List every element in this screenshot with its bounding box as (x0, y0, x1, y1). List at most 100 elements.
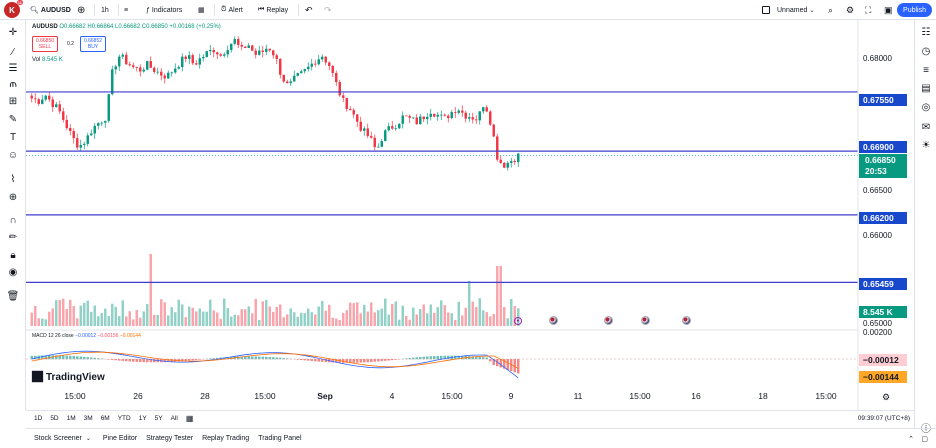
replay-button[interactable]: ⏮︎ Replay (258, 4, 288, 16)
alert-label: Alert (228, 6, 243, 14)
help-icon[interactable]: ⓘ (921, 423, 931, 435)
range-button[interactable]: 1M (66, 415, 76, 422)
sell-label: SELL (38, 44, 52, 50)
settings-gear-icon[interactable]: ⚙ (846, 4, 855, 15)
event-flag-icon[interactable] (604, 316, 613, 325)
lock-icon[interactable]: 🔒︎ (10, 249, 16, 261)
chevron-up-icon[interactable]: ⌃ (908, 435, 914, 443)
range-button[interactable]: 1Y (138, 415, 147, 422)
macd-histogram-bar (261, 356, 264, 360)
eye-visibility-icon[interactable]: ◉ (8, 266, 18, 278)
macd-signal-tag: −0.00012 (859, 354, 907, 366)
indicators-button[interactable]: ƒ Indicators (146, 4, 182, 16)
watchlist-icon[interactable]: ☷ (921, 26, 931, 38)
ideas-bulb-icon[interactable]: ☀ (921, 139, 931, 151)
redo-icon[interactable]: ↷ (324, 4, 332, 15)
candle-body (436, 114, 439, 117)
volume-bar (324, 310, 327, 326)
volume-price-tag: 8.545 K (859, 306, 907, 318)
candle-body (65, 119, 68, 129)
macd-line-tag: −0.00144 (859, 371, 907, 383)
buy-button[interactable]: 0.66852 BUY (80, 36, 106, 52)
candle-body (426, 116, 429, 120)
line-price-tag[interactable]: 0.65459 (859, 278, 907, 290)
brush-icon[interactable]: ✎ (8, 113, 18, 125)
sell-button[interactable]: 0.66850 SELL (32, 36, 58, 52)
alerts-clock-icon[interactable]: ◷ (921, 45, 931, 57)
zoom-in-icon[interactable]: ⊕ (8, 191, 18, 203)
volume-bar (205, 311, 208, 326)
trash-icon[interactable]: 🗑︎ (6, 290, 20, 302)
range-button[interactable]: 5D (50, 415, 59, 422)
text-tool-icon[interactable]: T (9, 131, 17, 143)
volume-bar (146, 303, 149, 326)
macd-histogram-bar (485, 357, 488, 360)
maximize-panel-icon[interactable]: ▢ (921, 435, 928, 443)
magnet-icon[interactable]: ∩ (9, 214, 17, 226)
candle-body (457, 110, 460, 113)
candle-body (513, 161, 516, 163)
fib-retracement-icon[interactable]: ☰ (8, 62, 18, 74)
crosshair-icon[interactable]: ✛ (8, 26, 18, 38)
volume-bar (261, 301, 264, 326)
tab-strategy-tester[interactable]: Strategy Tester (146, 435, 194, 442)
emoji-icon[interactable]: ☺ (7, 149, 19, 161)
line-price-tag[interactable]: 0.66900 (859, 141, 907, 153)
symbol-search-button[interactable]: 🔍︎ AUDUSD (30, 4, 71, 16)
tradingview-logo[interactable]: ⬛︎ TradingView (32, 371, 105, 384)
dividend-event-icon[interactable]: ● (514, 317, 522, 325)
pitchfork-icon[interactable]: ⫙ (9, 78, 17, 90)
tab-trading-panel[interactable]: Trading Panel (258, 435, 302, 442)
tab-replay-trading[interactable]: Replay Trading (202, 435, 250, 442)
volume-bar (272, 311, 275, 326)
chat-icon[interactable]: ✉ (921, 121, 931, 133)
chart-legend: AUDUSD O0.66682 H0.66864 L0.66682 C0.668… (32, 24, 221, 30)
trend-line-icon[interactable]: ∕ (12, 46, 14, 58)
hotlists-icon[interactable]: ◎ (921, 101, 931, 113)
line-price-tag[interactable]: 0.66200 (859, 212, 907, 224)
range-button[interactable]: 5Y (154, 415, 163, 422)
axis-settings-gear-icon[interactable]: ⚙ (882, 392, 891, 402)
alert-button[interactable]: ⏰︎ Alert (221, 4, 243, 16)
tab-pine-editor[interactable]: Pine Editor (102, 435, 138, 442)
chart-type-icon[interactable]: ≡ (124, 6, 129, 14)
fullscreen-icon[interactable]: ⛶ (865, 4, 872, 15)
parallel-channel-icon[interactable]: ⊞ (8, 95, 18, 107)
user-avatar[interactable]: K 11 (4, 0, 23, 18)
layout-menu-button[interactable]: Unnamed ⌄ (762, 4, 814, 16)
event-flag-icon[interactable] (682, 316, 691, 325)
publish-button[interactable]: Publish (897, 3, 932, 17)
macd-histogram-bar (513, 359, 516, 373)
goto-date-icon[interactable]: ▦ (185, 414, 194, 423)
compare-add-icon[interactable]: ⊕ (77, 4, 86, 16)
volume-bar (475, 306, 478, 326)
stay-in-drawing-mode-icon[interactable]: ✏ (8, 231, 18, 243)
event-flag-icon[interactable] (549, 316, 558, 325)
object-tree-icon[interactable]: ≡ (923, 64, 929, 76)
undo-icon[interactable]: ↶ (305, 4, 313, 15)
chevron-down-icon[interactable]: ⌄ (85, 436, 91, 442)
data-window-icon[interactable]: ▤ (921, 82, 931, 94)
candle-body (342, 95, 345, 98)
tab-stock-screener[interactable]: Stock Screener (34, 435, 82, 442)
macd-histogram-bar (163, 359, 166, 363)
interval-button[interactable]: 1h (101, 4, 109, 16)
event-flag-icon[interactable] (641, 316, 650, 325)
range-button[interactable]: All (170, 415, 178, 422)
volume-bar (286, 314, 289, 326)
volume-bar (195, 311, 198, 326)
avatar-letter: K (9, 5, 15, 15)
utc-clock[interactable]: 09:39:07 (UTC+8) (857, 415, 910, 422)
range-button[interactable]: 3M (83, 415, 93, 422)
candle-body (300, 71, 303, 74)
quick-search-icon[interactable]: ⌕ (828, 4, 834, 15)
candle-body (433, 113, 436, 117)
range-button[interactable]: 6M (100, 415, 110, 422)
templates-icon[interactable]: ▦ (198, 7, 205, 14)
camera-snapshot-icon[interactable]: ▣ (884, 4, 893, 15)
line-price-tag[interactable]: 0.67550 (859, 94, 907, 106)
ruler-icon[interactable]: ⌇ (10, 173, 16, 185)
range-button[interactable]: YTD (117, 415, 131, 422)
volume-value: 8.545 K (42, 57, 63, 63)
range-button[interactable]: 1D (34, 415, 43, 422)
